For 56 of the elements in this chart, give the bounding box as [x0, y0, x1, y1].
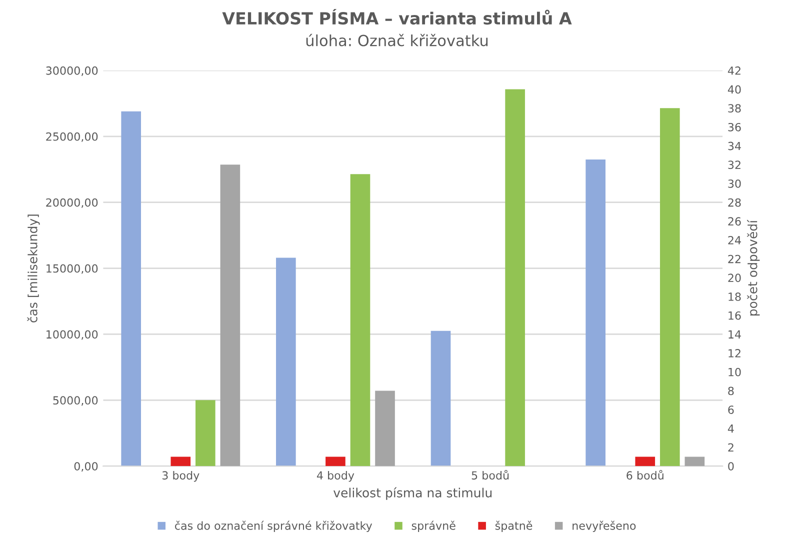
y-tick-label: 5000,00 — [53, 396, 98, 406]
x-tick-label: 3 body — [162, 470, 200, 482]
x-tick-label: 5 bodů — [472, 470, 509, 480]
legend-label: čas do označení správné křižovatky — [175, 520, 372, 532]
y-tick-label: 20000,00 — [46, 198, 98, 208]
y2-tick-label: 38 — [728, 104, 741, 113]
y2-tick-label: 10 — [728, 368, 741, 376]
y2-tick-label: 24 — [728, 236, 741, 244]
legend-label: špatně — [495, 520, 532, 532]
bar — [684, 456, 705, 466]
chart-subtitle: úloha: Označ křižovatku — [306, 34, 488, 46]
bar — [276, 258, 296, 466]
bar — [326, 456, 346, 466]
y2-tick-label: 6 — [728, 406, 734, 414]
x-tick-label: 6 bodů — [626, 470, 664, 480]
y-tick-label: 15000,00 — [46, 264, 98, 274]
x-tick-label: 4 body — [316, 470, 354, 482]
y-axis-title: čas [milisekundy] — [27, 214, 40, 322]
y2-axis-title: počet odpovědí — [747, 220, 760, 316]
bar — [505, 89, 525, 466]
y-tick-label: 0,00 — [74, 462, 98, 472]
y2-tick-label: 4 — [728, 424, 734, 433]
y2-tick-label: 20 — [728, 274, 741, 282]
bar — [196, 400, 216, 466]
bar — [635, 456, 656, 466]
y2-tick-label: 26 — [728, 217, 741, 226]
bar — [170, 456, 191, 466]
y2-tick-label: 42 — [728, 66, 740, 75]
y2-tick-label: 12 — [728, 349, 740, 358]
bar — [586, 159, 606, 466]
legend-label: nevyřešeno — [572, 520, 636, 532]
y2-tick-label: 22 — [728, 254, 740, 264]
y2-tick-label: 34 — [728, 142, 741, 150]
bar — [121, 111, 141, 466]
y2-tick-label: 28 — [728, 198, 741, 207]
y2-tick-label: 16 — [728, 311, 741, 320]
bar — [375, 390, 395, 466]
y2-tick-label: 30 — [728, 179, 741, 188]
y2-tick-label: 18 — [728, 292, 741, 301]
y-tick-label: 10000,00 — [46, 330, 98, 340]
y2-tick-label: 40 — [728, 85, 741, 94]
y2-tick-label: 14 — [728, 330, 741, 338]
chart-title: VELIKOST PÍSMA – varianta stimulů A — [222, 8, 572, 25]
bar — [660, 108, 680, 466]
legend-label: správně — [412, 520, 456, 532]
bar — [430, 330, 451, 466]
bar — [220, 164, 240, 466]
y2-tick-label: 8 — [728, 386, 734, 396]
y-tick-label: 25000,00 — [46, 132, 98, 142]
y2-tick-label: 36 — [728, 122, 741, 132]
y2-tick-label: 2 — [728, 443, 734, 452]
y2-tick-label: 0 — [728, 462, 734, 470]
x-axis-title: velikost písma na stimulu — [333, 487, 492, 500]
bar — [350, 174, 370, 466]
y-tick-label: 30000,00 — [46, 66, 98, 76]
y2-tick-label: 32 — [728, 160, 740, 170]
